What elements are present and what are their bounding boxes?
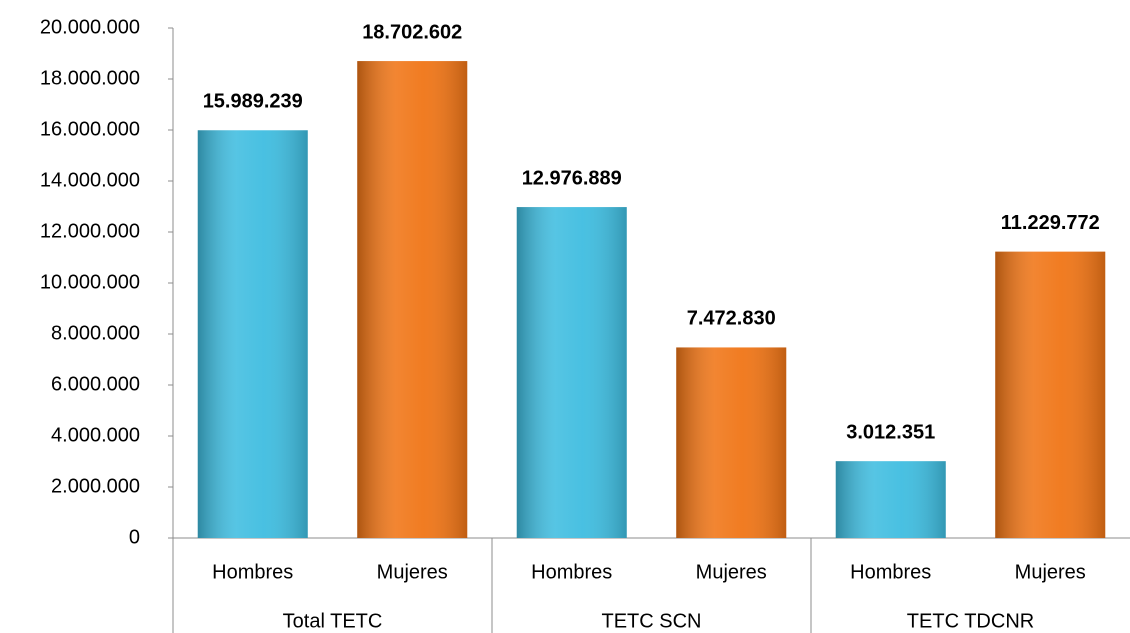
y-tick-label: 10.000.000 [40, 271, 140, 293]
x-tick-label: Mujeres [696, 561, 767, 583]
value-label: 11.229.772 [1001, 212, 1100, 234]
y-tick-label: 4.000.000 [51, 424, 140, 446]
bar-shade [357, 61, 468, 538]
value-label: 18.702.602 [362, 21, 462, 43]
bar-shade [197, 130, 308, 538]
y-tick-label: 18.000.000 [40, 67, 140, 89]
x-tick-label: Hombres [850, 561, 931, 583]
y-tick-label: 20.000.000 [40, 16, 140, 38]
x-tick-label: Hombres [531, 561, 612, 583]
y-tick-label: 0 [129, 526, 140, 548]
y-tick-label: 12.000.000 [40, 220, 140, 242]
group-label: TETC SCN [602, 610, 702, 632]
value-label: 12.976.889 [522, 167, 622, 189]
value-label: 15.989.239 [203, 91, 303, 113]
bar-shade [995, 251, 1106, 538]
y-tick-label: 2.000.000 [51, 475, 140, 497]
value-label: 7.472.830 [687, 308, 776, 330]
value-label: 3.012.351 [846, 421, 935, 443]
x-tick-label: Hombres [212, 561, 293, 583]
bar-shade [676, 347, 787, 538]
group-label: Total TETC [283, 610, 383, 632]
group-label: TETC TDCNR [907, 610, 1034, 632]
y-tick-label: 14.000.000 [40, 169, 140, 191]
x-tick-label: Mujeres [1015, 561, 1086, 583]
x-tick-label: Mujeres [377, 561, 448, 583]
bar-shade [835, 461, 946, 538]
y-tick-label: 8.000.000 [51, 322, 140, 344]
bar-shade [516, 207, 627, 538]
y-tick-label: 6.000.000 [51, 373, 140, 395]
y-tick-label: 16.000.000 [40, 118, 140, 140]
